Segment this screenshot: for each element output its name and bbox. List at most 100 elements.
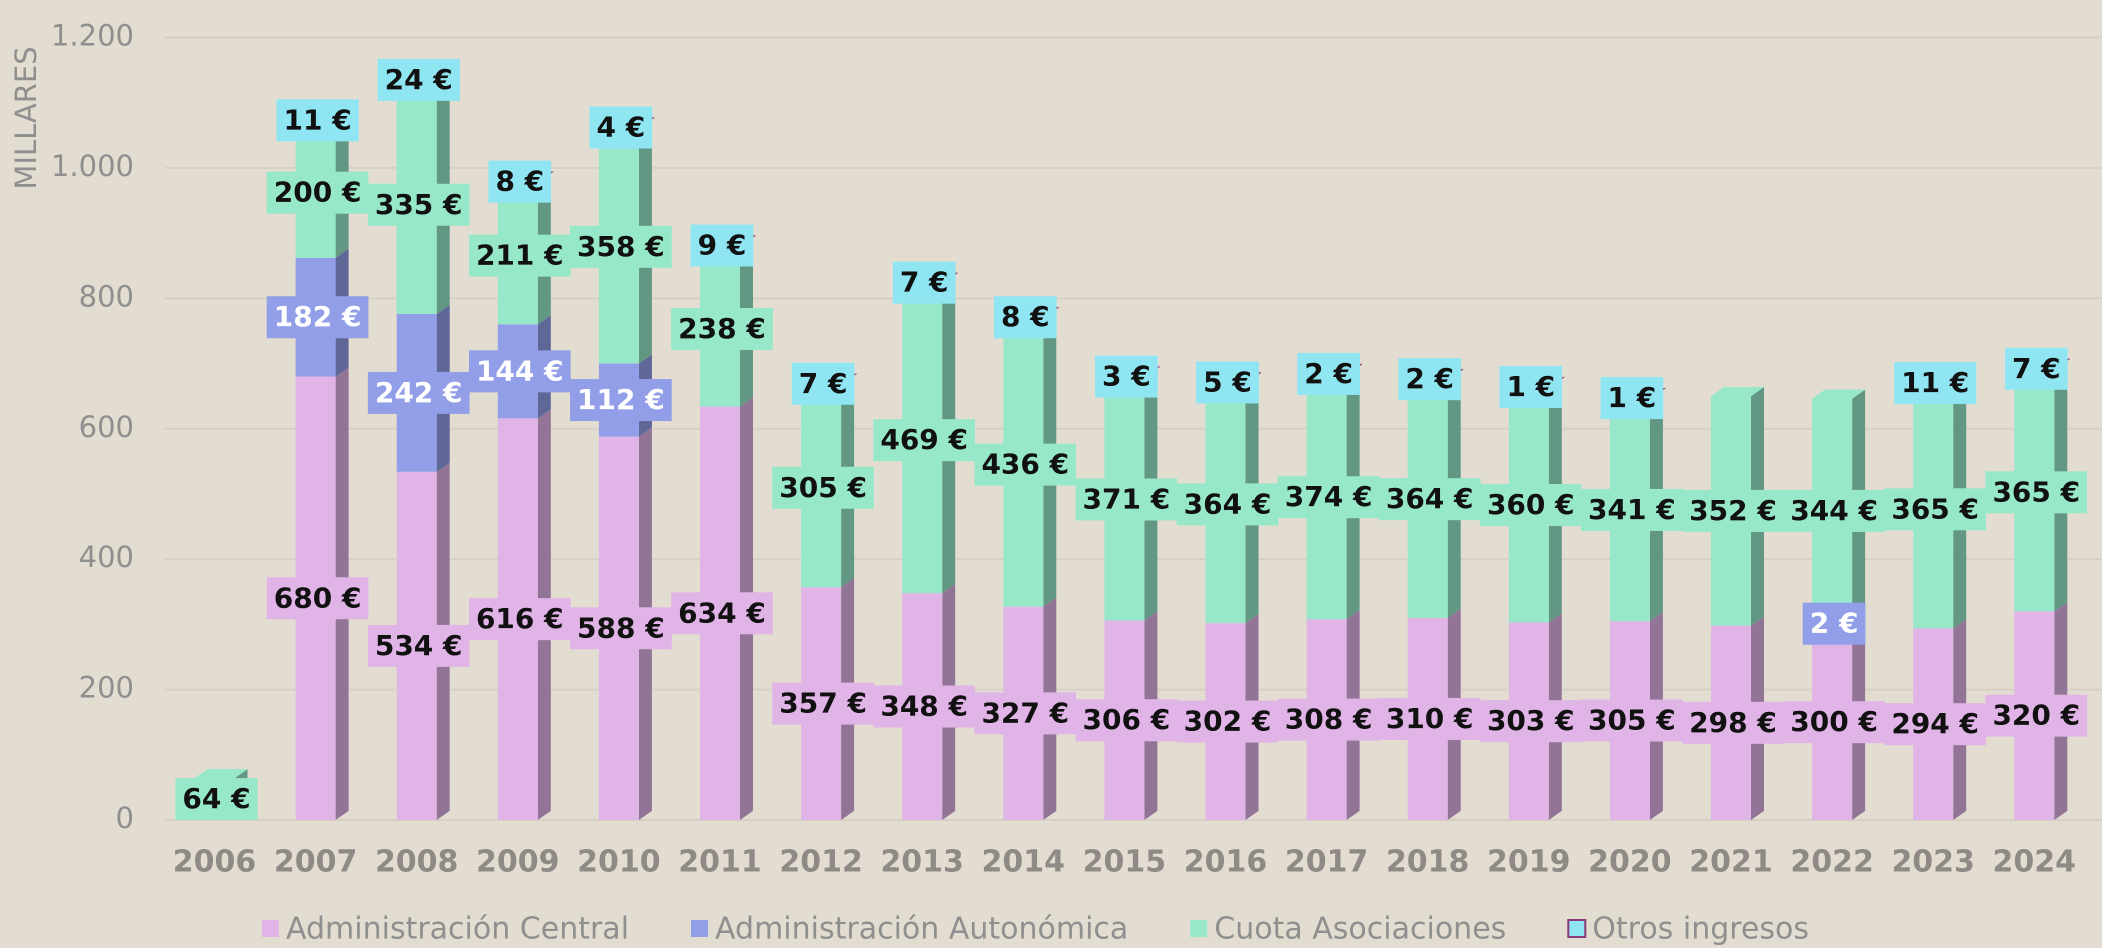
- value-label-text: 64 €: [182, 782, 250, 815]
- value-label-box: [1802, 602, 1866, 645]
- x-tick-label: 2019: [1487, 845, 1571, 880]
- value-label: 357 €: [772, 682, 874, 725]
- x-tick-label: 2018: [1386, 845, 1470, 880]
- bar-top: [1711, 387, 1764, 397]
- value-label-text: 469 €: [880, 423, 968, 456]
- value-label: 7 €: [791, 362, 855, 405]
- value-label: 1 €: [1499, 366, 1563, 409]
- value-label: 358 €: [570, 225, 672, 268]
- value-label-box: [1176, 483, 1279, 526]
- value-label: 305 €: [772, 466, 874, 509]
- value-label-text: 238 €: [678, 312, 766, 345]
- value-label-box: [690, 224, 754, 267]
- value-label: 341 €: [1581, 488, 1683, 531]
- y-tick-label: 600: [79, 410, 134, 444]
- legend-label: Administración Central: [286, 912, 629, 947]
- value-label-text: 352 €: [1689, 494, 1777, 527]
- value-label-box: [1581, 488, 1683, 531]
- value-label-box: [468, 234, 571, 277]
- value-label-text: 308 €: [1285, 703, 1373, 736]
- value-label: 348 €: [873, 685, 976, 728]
- value-label-text: 300 €: [1790, 705, 1878, 738]
- value-label-text: 303 €: [1487, 704, 1575, 737]
- value-label: 8 €: [993, 296, 1057, 339]
- value-label-text: 8 €: [495, 165, 544, 198]
- value-label-box: [266, 577, 369, 620]
- value-label-box: [1783, 489, 1885, 532]
- x-tick-label: 2017: [1285, 845, 1369, 880]
- value-label-text: 211 €: [476, 239, 564, 272]
- value-label: 294 €: [1884, 703, 1987, 746]
- value-label-box: [1783, 701, 1885, 744]
- value-label: 144 €: [468, 350, 571, 393]
- bar-top: [1812, 389, 1866, 399]
- value-label: 588 €: [570, 607, 672, 650]
- value-label-box: [175, 778, 258, 821]
- value-label: 9 €: [690, 224, 754, 267]
- value-label-text: 364 €: [1386, 482, 1474, 515]
- value-label-text: 302 €: [1184, 705, 1272, 738]
- x-tick-label: 2006: [173, 845, 257, 880]
- value-label-box: [1277, 476, 1380, 519]
- value-label: 302 €: [1176, 700, 1279, 743]
- value-label-box: [671, 307, 773, 350]
- value-label-box: [772, 466, 874, 509]
- value-label-box: [892, 261, 956, 304]
- value-label: 298 €: [1682, 701, 1784, 744]
- value-label-text: 7 €: [799, 367, 848, 400]
- value-label-text: 335 €: [375, 188, 463, 221]
- legend-label: Cuota Asociaciones: [1214, 912, 1506, 947]
- value-label: 308 €: [1277, 698, 1380, 741]
- value-label-box: [1884, 703, 1987, 746]
- value-label-box: [276, 99, 359, 142]
- value-label-box: [1378, 697, 1481, 740]
- y-tick-label: 400: [79, 540, 134, 574]
- value-label: 352 €: [1682, 489, 1784, 532]
- value-label: 11 €: [276, 99, 359, 142]
- value-label-box: [1581, 699, 1683, 742]
- value-label: 469 €: [873, 419, 976, 462]
- value-label-box: [1479, 700, 1582, 743]
- value-label: 1 €: [1600, 377, 1664, 420]
- value-label: 242 €: [367, 371, 470, 414]
- value-label-box: [468, 598, 571, 641]
- value-label-box: [1196, 361, 1259, 404]
- value-label: 374 €: [1277, 476, 1380, 519]
- value-label: 320 €: [1985, 694, 2088, 737]
- value-label-box: [266, 171, 369, 214]
- x-tick-label: 2021: [1689, 845, 1773, 880]
- value-label: 365 €: [1884, 488, 1987, 531]
- x-tick-label: 2008: [375, 845, 459, 880]
- legend-swatch: [1190, 920, 1208, 937]
- value-label-text: 534 €: [375, 629, 463, 662]
- value-label: 364 €: [1176, 483, 1279, 526]
- value-label: 2 €: [1398, 358, 1462, 401]
- value-label: 4 €: [589, 106, 653, 149]
- value-label: 182 €: [266, 296, 369, 339]
- value-label-text: 298 €: [1689, 706, 1777, 739]
- value-label-text: 242 €: [375, 376, 463, 409]
- value-label: 112 €: [570, 379, 672, 422]
- value-label-text: 306 €: [1083, 703, 1171, 736]
- value-label-text: 364 €: [1184, 487, 1272, 520]
- value-label-box: [1985, 471, 2088, 514]
- value-label: 327 €: [974, 692, 1077, 735]
- legend-swatch: [262, 920, 279, 937]
- value-label-box: [974, 692, 1077, 735]
- value-label-text: 11 €: [1901, 366, 1969, 399]
- value-label-box: [1894, 362, 1977, 405]
- value-label-text: 360 €: [1487, 488, 1575, 521]
- value-label-box: [1297, 352, 1360, 395]
- value-label-box: [772, 682, 874, 725]
- value-label: 24 €: [377, 58, 460, 101]
- value-label-text: 616 €: [476, 602, 564, 635]
- value-label: 365 €: [1985, 471, 2088, 514]
- value-label-box: [570, 607, 672, 650]
- x-tick-label: 2013: [880, 845, 964, 880]
- x-tick-label: 2024: [1993, 845, 2077, 880]
- value-label-text: 8 €: [1001, 300, 1050, 333]
- value-label-text: 9 €: [698, 229, 747, 262]
- value-label-text: 294 €: [1891, 707, 1979, 740]
- legend-swatch: [691, 920, 709, 937]
